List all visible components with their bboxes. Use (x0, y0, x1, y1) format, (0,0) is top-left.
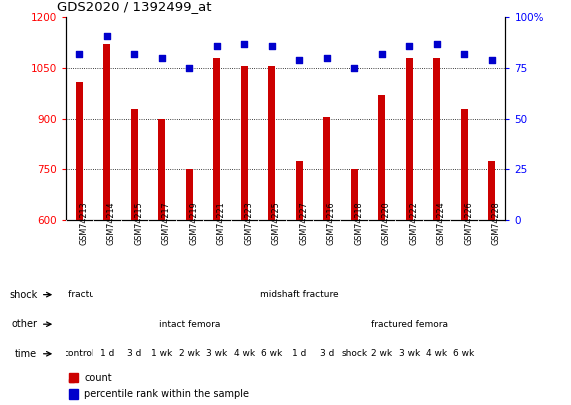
Point (185, 65, 194, 71)
Text: no fracture: no fracture (54, 290, 104, 299)
Bar (69, 373, 78, 382)
Text: GSM74223: GSM74223 (244, 201, 254, 245)
Bar (186, 169, 193, 220)
Point (322, 55, 331, 61)
Point (157, 55, 166, 61)
Bar (378, 95, 385, 220)
Text: 4 wk: 4 wk (234, 349, 255, 358)
Point (349, 65, 359, 71)
Text: fractured femora: fractured femora (371, 320, 448, 329)
Text: control: control (63, 349, 95, 358)
Text: GSM74215: GSM74215 (134, 201, 143, 245)
Bar (433, 58, 440, 220)
Text: 1 wk: 1 wk (151, 349, 172, 358)
Text: GSM74214: GSM74214 (107, 201, 116, 245)
Text: GSM74219: GSM74219 (190, 201, 198, 245)
Text: GSM74220: GSM74220 (381, 201, 391, 245)
Text: GSM74213: GSM74213 (79, 201, 89, 245)
Bar (323, 117, 330, 220)
Bar (461, 109, 468, 220)
Text: 6 wk: 6 wk (453, 349, 475, 358)
Text: GSM74216: GSM74216 (327, 201, 336, 245)
Text: 3 wk: 3 wk (399, 349, 420, 358)
Text: 6 wk: 6 wk (261, 349, 283, 358)
Text: 2 wk: 2 wk (179, 349, 200, 358)
Bar (69, 389, 78, 399)
Point (487, 57, 496, 63)
Point (295, 57, 304, 63)
Text: GSM74218: GSM74218 (354, 201, 363, 245)
Text: intact femora: intact femora (159, 320, 220, 329)
Text: count: count (84, 373, 112, 382)
Bar (488, 161, 495, 220)
Point (212, 43, 222, 49)
Bar (131, 109, 138, 220)
Bar (158, 119, 165, 220)
Point (240, 40, 249, 47)
Point (267, 43, 276, 49)
Text: GSM74217: GSM74217 (162, 201, 171, 245)
Bar (406, 58, 413, 220)
Bar (103, 45, 110, 220)
Text: midshaft fracture: midshaft fracture (260, 290, 339, 299)
Text: percentile rank within the sample: percentile rank within the sample (84, 389, 249, 399)
Point (75, 51, 84, 57)
Text: 3 wk: 3 wk (206, 349, 227, 358)
Bar (296, 161, 303, 220)
Bar (214, 58, 220, 220)
Bar (69, 379, 74, 382)
Text: 2 wk: 2 wk (371, 349, 392, 358)
Text: other: other (11, 319, 37, 329)
Bar (268, 66, 275, 220)
Point (405, 43, 414, 49)
Text: shock: shock (9, 290, 37, 300)
Text: GSM74221: GSM74221 (217, 201, 226, 245)
Text: time: time (15, 349, 37, 359)
Text: GDS2020 / 1392499_at: GDS2020 / 1392499_at (57, 0, 211, 13)
Text: GSM74222: GSM74222 (409, 201, 418, 245)
Bar (76, 81, 83, 220)
Text: GSM74226: GSM74226 (464, 201, 473, 245)
Text: GSM74227: GSM74227 (299, 201, 308, 245)
Bar (241, 66, 248, 220)
Text: shock: shock (341, 349, 367, 358)
Point (102, 32, 111, 39)
Text: 3 d: 3 d (320, 349, 334, 358)
Text: 4 wk: 4 wk (426, 349, 447, 358)
Text: 1 d: 1 d (100, 349, 114, 358)
Text: 1 d: 1 d (292, 349, 307, 358)
Text: GSM74225: GSM74225 (272, 201, 281, 245)
Point (432, 40, 441, 47)
Text: 3 d: 3 d (127, 349, 142, 358)
Text: GSM74228: GSM74228 (492, 201, 501, 245)
Point (377, 51, 386, 57)
Bar (351, 169, 357, 220)
Point (460, 51, 469, 57)
Point (130, 51, 139, 57)
Text: GSM74224: GSM74224 (437, 201, 445, 245)
